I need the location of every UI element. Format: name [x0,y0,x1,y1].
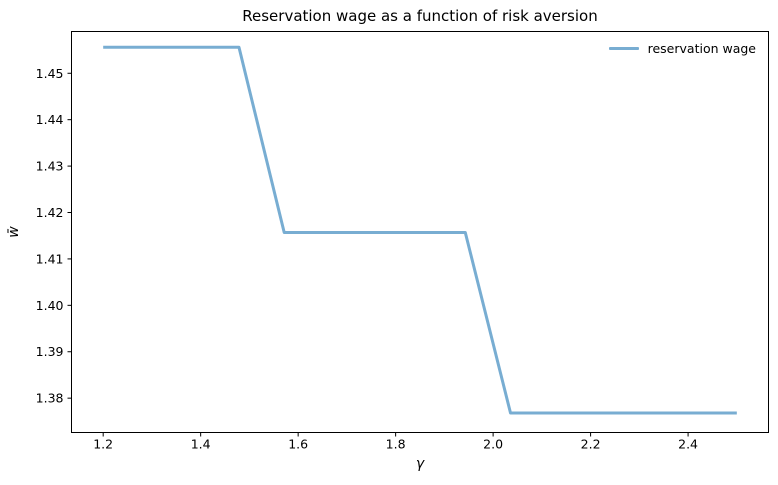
y-tick-label: 1.38 [36,391,64,406]
x-tick-label: 2.2 [581,437,601,452]
reservation-wage-line [103,45,737,415]
y-tick-label: 1.42 [36,205,64,220]
x-tick-label: 1.4 [191,437,211,452]
x-tick-label: 2.4 [678,437,698,452]
x-axis-label: γ [415,456,425,472]
y-tick-label: 1.40 [36,298,64,313]
y-tick-label: 1.41 [36,251,64,266]
x-tick-label: 2.0 [483,437,503,452]
chart-title: Reservation wage as a function of risk a… [242,7,598,25]
x-tick-label: 1.2 [93,437,113,452]
y-tick-label: 1.39 [36,344,64,359]
legend-line-sample [608,47,639,50]
x-tick-label: 1.8 [386,437,406,452]
y-tick-label: 1.45 [36,66,64,81]
y-tick-label: 1.43 [36,159,64,174]
legend: reservation wage [608,41,756,56]
plot-frame [71,31,769,433]
legend-label: reservation wage [647,41,756,56]
x-tick-label: 1.6 [288,437,308,452]
y-tick-label: 1.44 [36,112,64,127]
y-axis-label: w̄ [6,226,22,238]
